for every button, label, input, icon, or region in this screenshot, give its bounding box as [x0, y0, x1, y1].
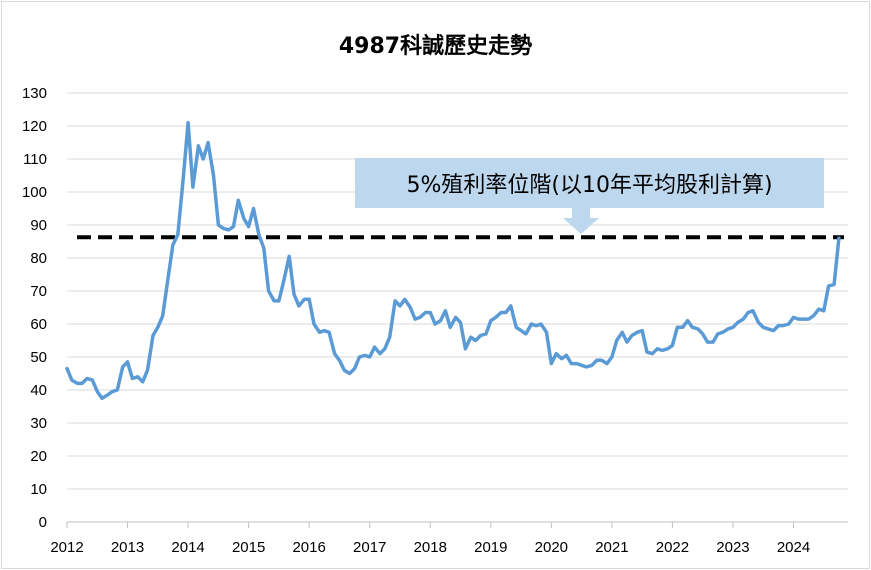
y-tick-label: 10 [30, 481, 47, 498]
x-tick-labels: 2012 2013 2014 2015 2016 2017 2018 2019 2020 2021… [50, 539, 810, 556]
y-tick-label: 90 [30, 217, 47, 234]
chart-title: 4987科誠歷史走勢 [338, 34, 533, 59]
y-tick-label: 20 [30, 448, 47, 465]
x-tick-label: 2017 [353, 539, 386, 556]
y-tick-labels: 0 10 20 30 40 50 60 70 80 90 100 110 120 130 [22, 85, 47, 531]
y-tick-label: 50 [30, 349, 47, 366]
y-tick-label: 120 [22, 118, 47, 135]
y-tick-label: 100 [22, 184, 47, 201]
y-tick-label: 0 [39, 514, 47, 531]
x-tick-label: 2024 [777, 539, 810, 556]
y-tick-label: 80 [30, 250, 47, 267]
y-tick-label: 70 [30, 283, 47, 300]
axes [66, 521, 848, 528]
x-tick-label: 2018 [414, 539, 447, 556]
x-tick-label: 2013 [111, 539, 144, 556]
down-arrow-icon [563, 208, 599, 234]
x-tick-label: 2021 [595, 539, 628, 556]
x-tick-label: 2015 [232, 539, 265, 556]
y-tick-label: 60 [30, 316, 47, 333]
y-tick-label: 30 [30, 415, 47, 432]
series-group [65, 120, 841, 401]
x-tick-label: 2012 [50, 539, 83, 556]
y-tick-label: 40 [30, 382, 47, 399]
x-tick-label: 2016 [292, 539, 325, 556]
x-tick-label: 2020 [535, 539, 568, 556]
annotation-callout: 5%殖利率位階(以10年平均股利計算) [355, 158, 824, 208]
price-series-line [65, 120, 841, 401]
annotation-text: 5%殖利率位階(以10年平均股利計算) [406, 173, 773, 198]
x-tick-label: 2022 [656, 539, 689, 556]
x-tick-label: 2023 [716, 539, 749, 556]
y-tick-label: 110 [23, 151, 47, 168]
x-tick-label: 2014 [171, 539, 204, 556]
y-tick-label: 130 [22, 85, 47, 102]
x-tick-label: 2019 [474, 539, 507, 556]
